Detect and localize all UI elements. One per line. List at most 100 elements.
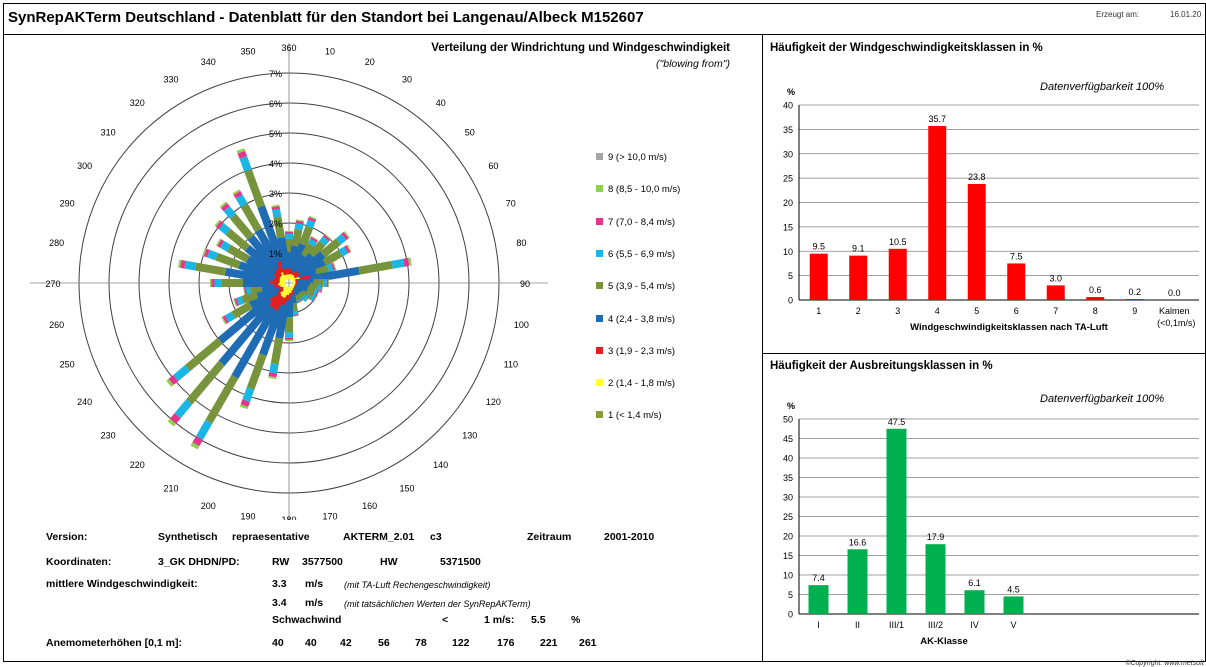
- rose-bar-segment: [308, 215, 317, 220]
- rose-rings: [30, 43, 548, 520]
- rose-direction-label: 10: [325, 47, 335, 57]
- rose-direction-label: 360: [281, 43, 296, 53]
- rose-bar-segment: [214, 219, 221, 227]
- ak-class-chart: % 0 5 10 15 20 25 30 35 40 45 50 7.4 I 16.6 II 47.5 III/1…: [783, 401, 1199, 647]
- chart-value-label: 9.1: [852, 244, 865, 254]
- rose-bar-segment: [224, 311, 236, 323]
- mean2-note: (mit tatsächlichen Werten der SynRepAKTe…: [344, 599, 531, 609]
- chart-bar: [886, 428, 907, 614]
- rose-bar-segment: [235, 194, 248, 208]
- rose-bar-segment: [304, 295, 311, 302]
- rose-bar-segment: [244, 245, 279, 276]
- legend-label: 6 (5,5 - 6,9 m/s): [608, 248, 676, 260]
- rose-direction-label: 220: [130, 460, 145, 470]
- legend-swatch: [596, 379, 603, 387]
- legend-swatch: [596, 282, 603, 290]
- rose-bar-segment: [285, 231, 293, 232]
- rose-bar-segment: [303, 293, 310, 302]
- rose-bar-segment: [341, 232, 349, 240]
- version-value1: Synthetisch: [158, 531, 218, 543]
- chart-value-label: 0.2: [1128, 287, 1141, 297]
- rose-direction-label: 70: [506, 198, 516, 208]
- chart-category-label: Kalmen: [1159, 306, 1190, 316]
- chart-ytick: 25: [783, 512, 793, 522]
- rose-bar-segment: [247, 234, 281, 272]
- rose-bar-segment: [319, 236, 330, 246]
- rose-bar-segment: [324, 233, 332, 240]
- rose-bar-segment: [273, 216, 285, 239]
- legend-item: 8 (8,5 - 10,0 m/s): [596, 184, 680, 195]
- ak-class-availability: Datenverfügbarkeit 100%: [1040, 393, 1165, 405]
- rose-bar-segment: [310, 292, 317, 302]
- rose-direction-label: 180: [281, 515, 296, 520]
- chart-ytick: 0: [788, 296, 793, 306]
- calm-threshold: 1 m/s:: [484, 614, 515, 626]
- rose-bar-segment: [205, 374, 239, 424]
- chart-bar: [1086, 297, 1105, 300]
- chart-value-label: 9.5: [812, 242, 825, 252]
- rose-bar-segment: [174, 399, 193, 419]
- chart-category-label: 7: [1053, 306, 1058, 316]
- rose-bar-segment: [310, 236, 318, 243]
- rose-direction-labels: 360 10 20 30 40 50 60 70 80 90 100 110 120 130 140 150 1…: [45, 43, 530, 520]
- anemo-value: 221: [540, 637, 558, 649]
- rose-bar-segment: [313, 294, 318, 302]
- rose-bar-segment: [344, 245, 351, 254]
- mean2-value: 3.4: [272, 597, 287, 609]
- coord-label: Koordinaten:: [46, 556, 112, 568]
- rose-bar-segment: [257, 205, 285, 263]
- rose-bar-segment: [195, 262, 227, 276]
- rose-bar-segment: [233, 191, 243, 199]
- chart-value-label: 23.8: [968, 172, 986, 182]
- calm-unit: %: [571, 614, 581, 626]
- rose-bar-segment: [211, 279, 215, 287]
- rose-bar-segment: [285, 233, 293, 239]
- rose-bar-segment: [246, 353, 267, 390]
- chart-bar: [847, 549, 868, 614]
- chart-bar: [808, 585, 829, 614]
- version-value2: repraesentative: [232, 531, 310, 543]
- rose-bar-segment: [285, 337, 293, 340]
- rose-direction-label: 140: [433, 460, 448, 470]
- chart-bar: [928, 125, 947, 301]
- chart-category-label: V: [1010, 620, 1016, 630]
- rose-direction-label: 210: [163, 483, 178, 493]
- rose-direction-label: 130: [462, 431, 477, 441]
- rose-ring-label: 3%: [269, 189, 282, 199]
- chart-ytick: 20: [783, 198, 793, 208]
- rose-bar-segment: [320, 284, 323, 293]
- rose-direction-label: 280: [49, 238, 64, 248]
- legend-item: 1 (< 1,4 m/s): [596, 410, 662, 421]
- legend-label: 1 (< 1,4 m/s): [608, 410, 662, 422]
- rose-bar-segment: [270, 337, 284, 365]
- rose-bar-segment: [322, 234, 331, 242]
- rose-ring-label: 2%: [269, 219, 282, 229]
- rose-bar-segment: [168, 375, 179, 385]
- version-value4: c3: [430, 531, 442, 543]
- hw-label: HW: [380, 556, 398, 568]
- ak-class-title: Häufigkeit der Ausbreitungsklassen in %: [770, 360, 993, 372]
- rose-bar-segment: [180, 260, 186, 269]
- chart-ytick: 0: [788, 610, 793, 620]
- rose-bar-segment: [245, 285, 251, 295]
- rose-ring-label: 4%: [269, 159, 282, 169]
- rose-bar-segment: [296, 219, 305, 222]
- rose-bar-segment: [192, 435, 203, 447]
- rose-bars: [166, 148, 412, 450]
- chart-category-label: III/2: [928, 620, 943, 630]
- rose-direction-label: 300: [77, 161, 92, 171]
- rose-bar-segment: [391, 258, 405, 269]
- rose-bar-segment: [275, 299, 290, 339]
- rose-bar-segment: [203, 248, 210, 258]
- rose-direction-label: 290: [60, 198, 75, 208]
- rose-bar-segment: [218, 223, 231, 235]
- rose-bar-segment: [222, 279, 243, 287]
- rose-bar-segment: [321, 284, 324, 293]
- anemo-label: Anemometerhöhen [0,1 m]:: [46, 637, 182, 649]
- rose-bar-segment: [326, 279, 329, 287]
- rose-bar-segment: [301, 242, 315, 259]
- rose-bar-segment: [231, 301, 253, 319]
- legend-label: 7 (7,0 - 8,4 m/s): [608, 216, 676, 228]
- legend-item: 9 (> 10,0 m/s): [596, 152, 667, 163]
- chart-value-label: 3.0: [1049, 273, 1062, 283]
